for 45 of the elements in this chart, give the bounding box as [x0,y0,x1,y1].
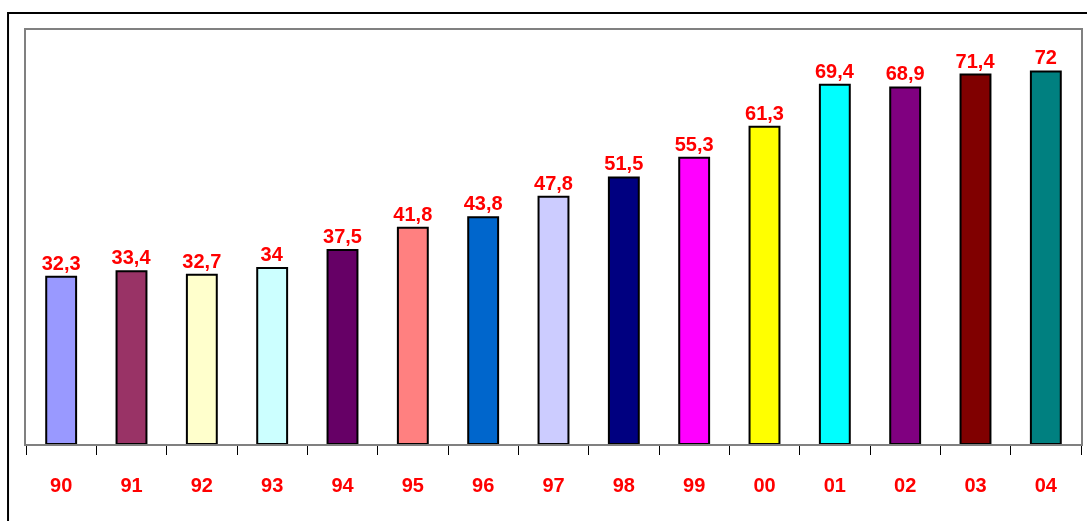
data-label: 37,5 [323,224,362,247]
bar [678,156,711,444]
data-label: 47,8 [534,171,573,194]
bar [115,270,148,444]
x-tick-label: 95 [401,474,424,496]
bar [537,195,570,444]
data-label: 41,8 [393,202,433,225]
data-label: 61,3 [745,101,784,124]
data-label: 32,3 [41,251,81,274]
data-label: 32,7 [182,249,222,272]
bar [467,216,500,444]
x-tick-label: 90 [50,474,73,496]
x-tick-label: 91 [120,474,143,496]
bar [396,226,429,444]
data-label: 69,4 [814,59,855,82]
x-tick-label: 99 [683,474,706,496]
bar [748,125,781,444]
bar [45,275,78,444]
x-tick-label: 93 [261,474,284,496]
x-tick-label: 03 [964,474,987,496]
x-tick-label: 94 [331,474,355,496]
x-tick-label: 01 [823,474,846,496]
bar [607,176,640,444]
x-tick-label: 04 [1034,474,1058,496]
bar [326,248,359,444]
data-label: 51,5 [604,152,644,175]
data-label: 33,4 [111,246,152,269]
x-tick-label: 97 [542,474,565,496]
bar [1029,70,1062,444]
x-tick-label: 98 [612,474,635,496]
x-tick-label: 02 [894,474,917,496]
data-label: 55,3 [674,132,714,155]
data-label: 68,9 [885,62,925,85]
x-tick-label: 92 [190,474,213,496]
x-tick-label: 00 [753,474,776,496]
bar [185,273,218,444]
data-label: 71,4 [955,49,996,72]
x-tick-label: 96 [472,474,495,496]
data-label: 34 [260,243,284,266]
bar [818,83,851,444]
bar [959,73,992,444]
bar [256,267,289,444]
data-label: 43,8 [463,192,503,215]
bar [889,86,922,444]
data-label: 72 [1034,46,1057,69]
